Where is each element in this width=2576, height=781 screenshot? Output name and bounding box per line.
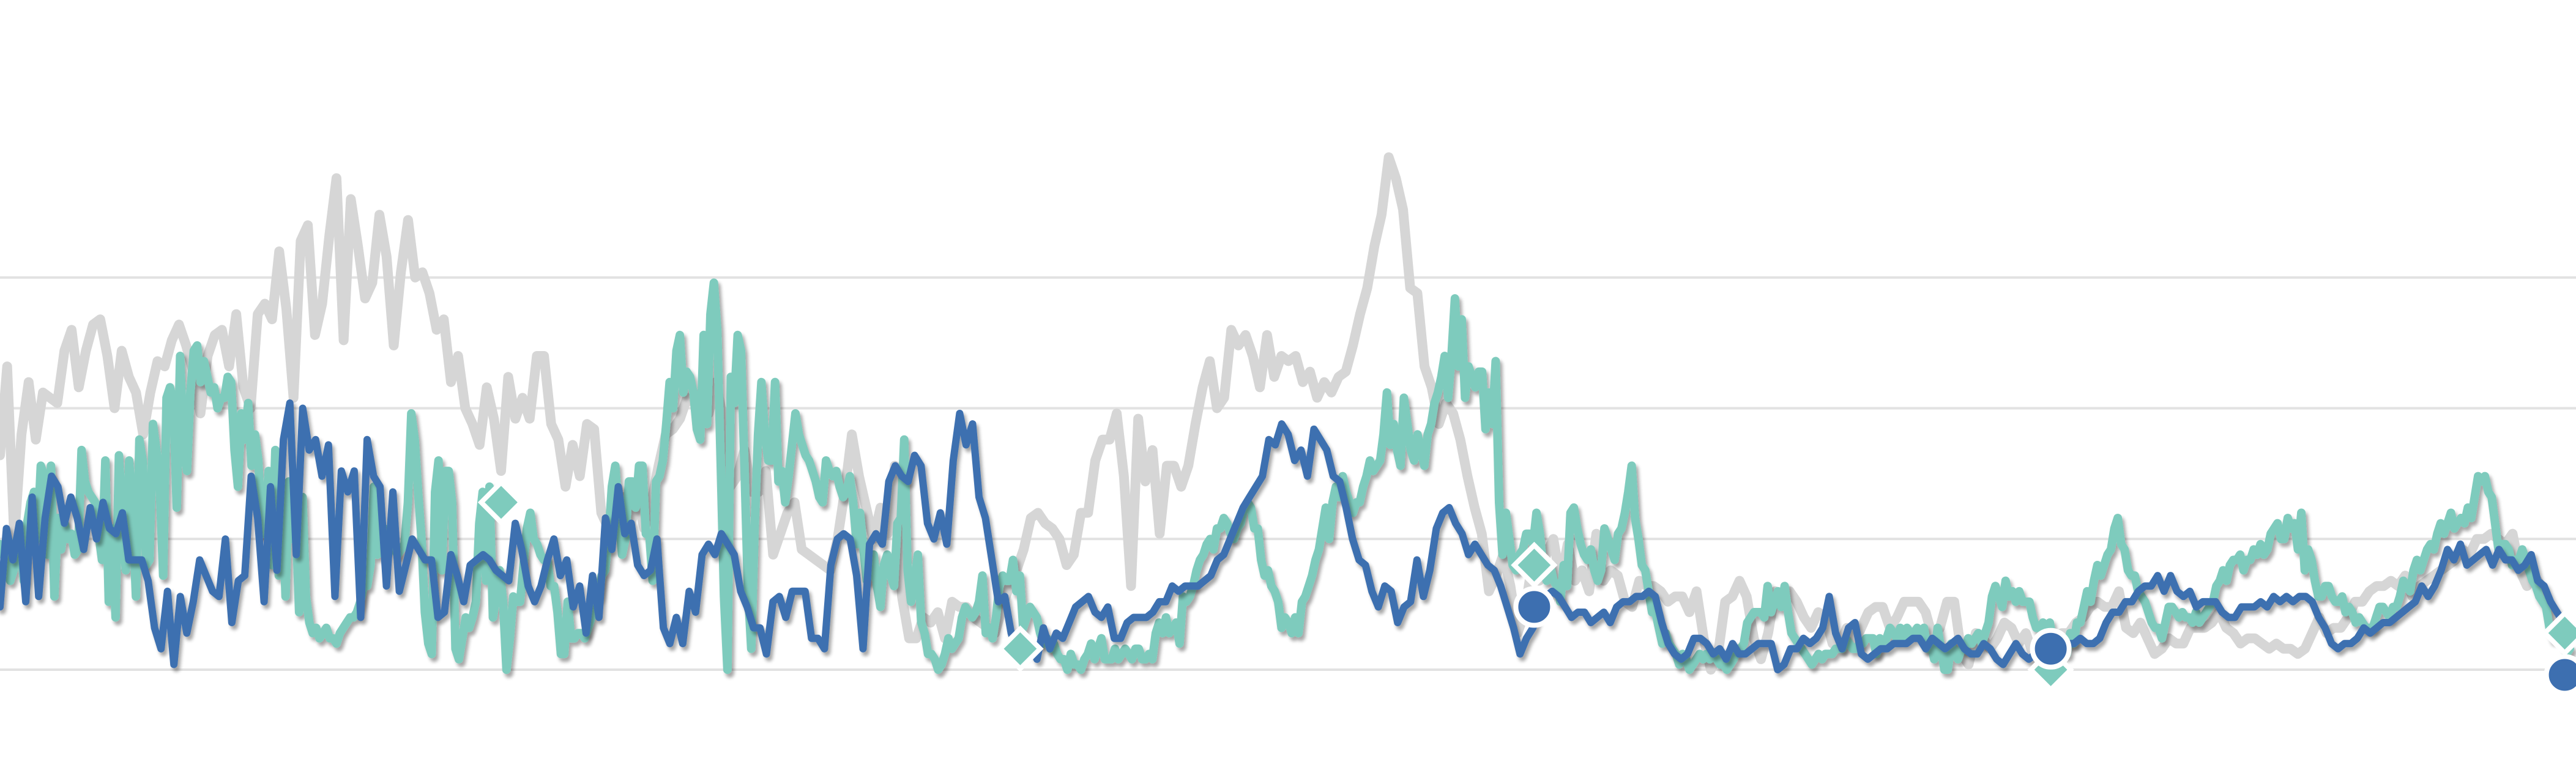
marker-teal-2 [1511,541,1558,589]
series-line-teal [0,278,2574,674]
marker-teal-0 [477,479,525,526]
series-line-blue [0,399,2574,673]
series-layer [0,152,2575,675]
marker-blue-6 [2030,627,2072,670]
marker-blue-7 [2544,654,2576,696]
marker-layer [477,479,2576,696]
marker-teal-1 [997,625,1044,672]
gridlines [0,276,2576,671]
marker-teal-4 [2541,609,2576,657]
series-line-grey [0,152,2575,675]
marker-blue-5 [1513,586,1555,628]
